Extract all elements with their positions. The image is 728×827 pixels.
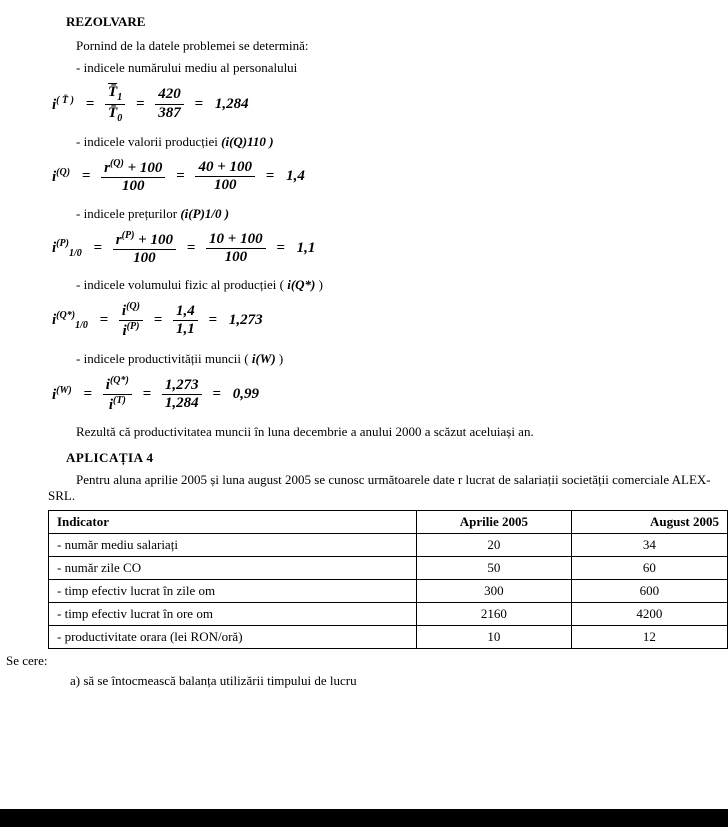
cell-label: - productivitate orara (lei RON/oră)	[49, 626, 417, 649]
cell-apr: 10	[416, 626, 571, 649]
intro-paragraph: Pornind de la datele problemei se determ…	[48, 38, 720, 54]
content-area: REZOLVARE Pornind de la datele problemei…	[0, 14, 728, 649]
formula-5: i(W) = i(Q*) i(T) = 1,273 1,284 = 0,99	[48, 375, 720, 415]
cell-aug: 12	[571, 626, 727, 649]
cell-apr: 300	[416, 580, 571, 603]
table-row: - timp efectiv lucrat în ore om 2160 420…	[49, 603, 728, 626]
cell-apr: 20	[416, 534, 571, 557]
heading-aplicatia-4: APLICAȚIA 4	[66, 450, 720, 466]
cell-aug: 34	[571, 534, 727, 557]
formula-1: i( T̄ ) = T̄1 T̄0 = 420 387 = 1,284	[48, 84, 720, 124]
se-cere-label: Se cere:	[6, 653, 728, 669]
bullet-4: - indicele volumului fizic al producției…	[48, 277, 720, 293]
th-august: August 2005	[571, 511, 727, 534]
heading-rezolvare: REZOLVARE	[66, 14, 720, 30]
cell-apr: 50	[416, 557, 571, 580]
table-row: - timp efectiv lucrat în zile om 300 600	[49, 580, 728, 603]
data-table: Indicator Aprilie 2005 August 2005 - num…	[48, 510, 728, 649]
th-indicator: Indicator	[49, 511, 417, 534]
cell-label: - timp efectiv lucrat în ore om	[49, 603, 417, 626]
document-page: REZOLVARE Pornind de la datele problemei…	[0, 0, 728, 827]
table-row: - număr zile CO 50 60	[49, 557, 728, 580]
th-aprilie: Aprilie 2005	[416, 511, 571, 534]
bottom-border	[0, 809, 728, 827]
cell-aug: 60	[571, 557, 727, 580]
formula-4: i(Q*)1/0 = i(Q) i(P) = 1,4 1,1 = 1,273	[48, 301, 720, 341]
bullet-3: - indicele prețurilor (i(P)1/0 )	[48, 206, 720, 222]
cell-label: - număr zile CO	[49, 557, 417, 580]
bullet-5: - indicele productivității muncii ( i(W)…	[48, 351, 720, 367]
table-row: - productivitate orara (lei RON/oră) 10 …	[49, 626, 728, 649]
formula-2: i(Q) = r(Q) + 100 100 = 40 + 100 100 = 1…	[48, 158, 720, 196]
cell-aug: 600	[571, 580, 727, 603]
app4-intro: Pentru aluna aprilie 2005 și luna august…	[48, 472, 720, 504]
cell-label: - timp efectiv lucrat în zile om	[49, 580, 417, 603]
bullet-1: - indicele numărului mediu al personalul…	[48, 60, 720, 76]
cell-apr: 2160	[416, 603, 571, 626]
conclusion: Rezultă că productivitatea muncii în lun…	[48, 424, 720, 440]
requirement-a: a) să se întocmească balanța utilizării …	[48, 673, 720, 689]
table-row: - număr mediu salariați 20 34	[49, 534, 728, 557]
table-header-row: Indicator Aprilie 2005 August 2005	[49, 511, 728, 534]
bullet-2: - indicele valorii producției (i(Q)110 )	[48, 134, 720, 150]
cell-label: - număr mediu salariați	[49, 534, 417, 557]
cell-aug: 4200	[571, 603, 727, 626]
formula-3: i(P)1/0 = r(P) + 100 100 = 10 + 100 100 …	[48, 230, 720, 268]
